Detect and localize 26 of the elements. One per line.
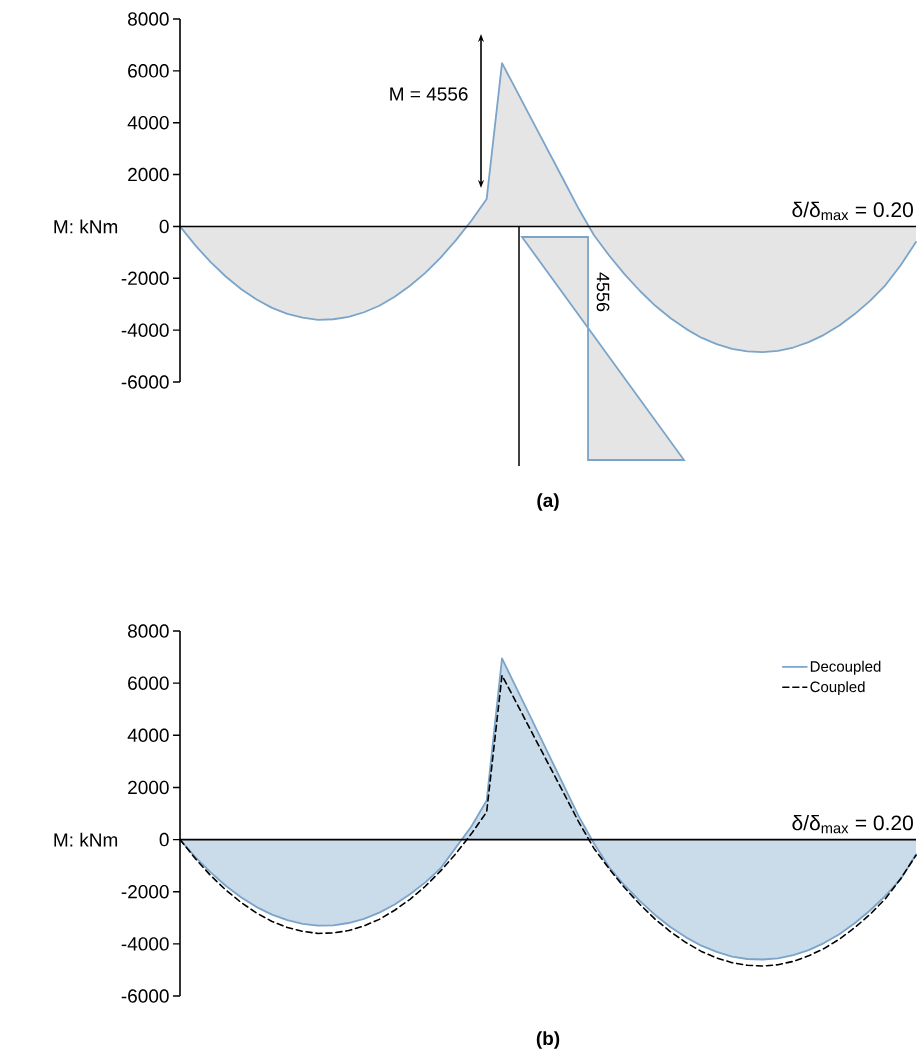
- y-tick-label: -4000: [121, 323, 169, 337]
- y-tick-label: 0: [159, 219, 169, 234]
- y-tick-label: 6000: [128, 676, 169, 690]
- y-tick-label: 8000: [128, 12, 169, 26]
- y-tick-label: 4000: [127, 115, 169, 130]
- y-tick-label: 8000: [128, 624, 169, 638]
- y-tick-label: 2000: [128, 167, 169, 182]
- y-tick-label: -2000: [121, 885, 169, 899]
- legend-label: Decoupled: [810, 660, 881, 675]
- annotation: δ/δ$_{max}$ = 0.20: [792, 814, 913, 834]
- y-tick-label: 2000: [128, 780, 169, 795]
- annotation: M = 4556: [390, 87, 468, 101]
- y-tick-label: 6000: [128, 64, 169, 78]
- y-axis-title: M: kNm: [54, 219, 118, 234]
- annotation: δ/δ$_{max}$ = 0.20: [792, 201, 913, 221]
- legend-label: Coupled: [810, 681, 865, 696]
- text: (a): [537, 493, 559, 511]
- y-tick-label: 0: [159, 832, 169, 847]
- y-tick-label: 4000: [127, 728, 169, 743]
- text: (b): [536, 1031, 560, 1049]
- annotation: 4556: [596, 272, 610, 312]
- y-axis-title: M: kNm: [54, 832, 118, 847]
- y-tick-label: -6000: [121, 375, 169, 389]
- y-tick-label: -4000: [121, 937, 169, 951]
- y-tick-label: -6000: [121, 989, 169, 1003]
- y-tick-label: -2000: [121, 271, 169, 286]
